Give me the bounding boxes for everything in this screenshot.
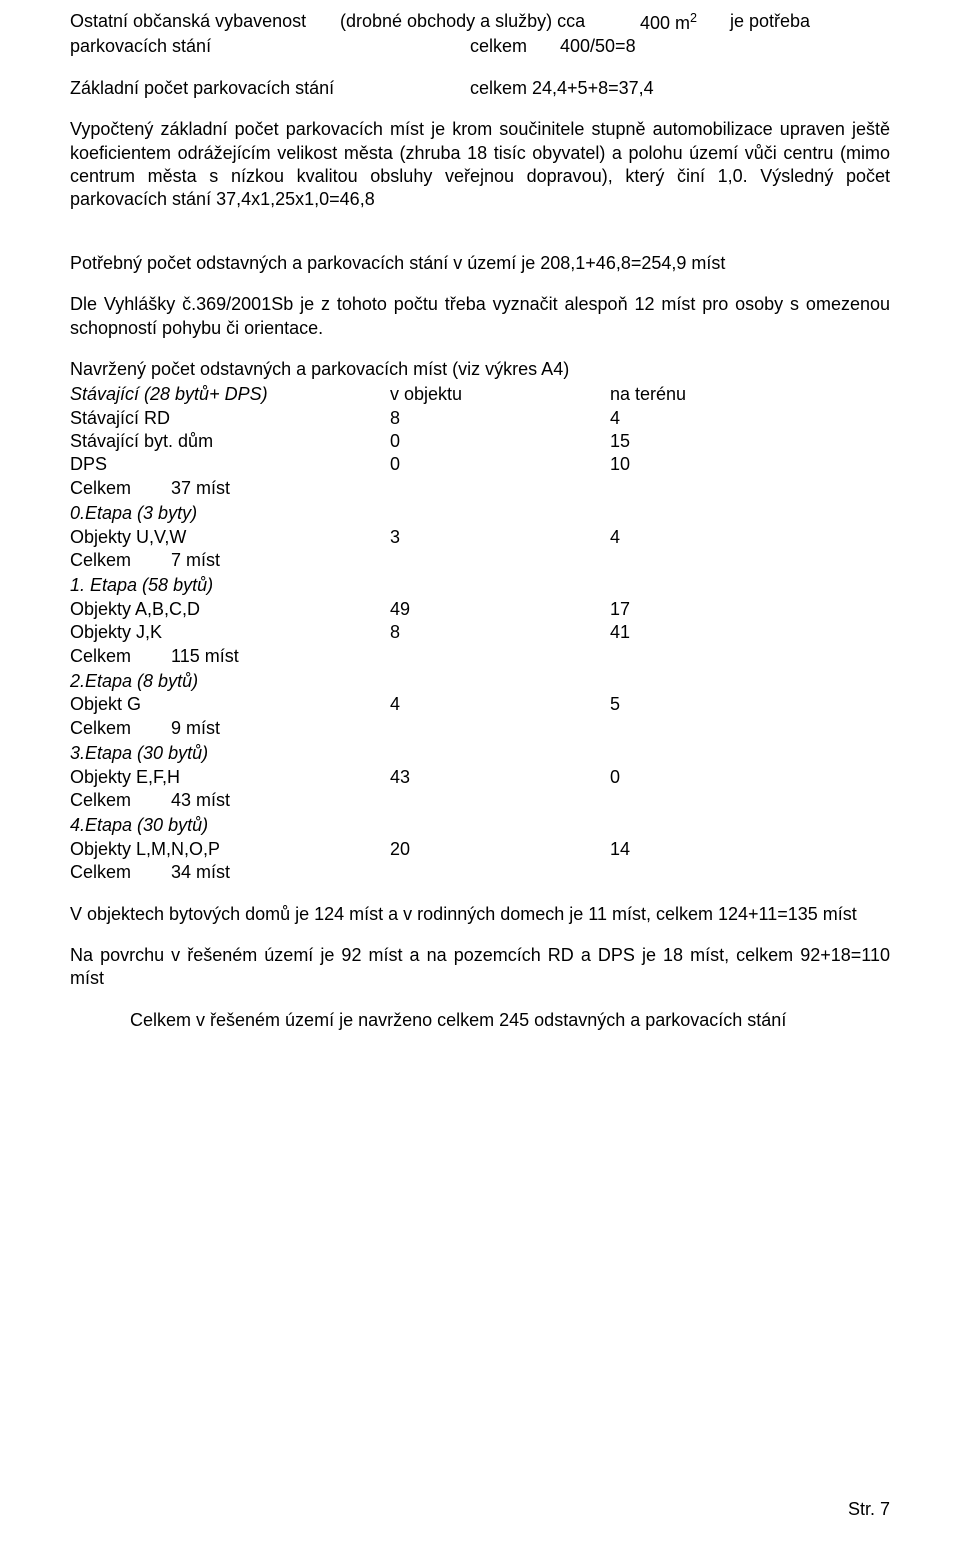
text: 14 bbox=[610, 838, 830, 861]
total-line: Celkem 43 míst bbox=[70, 789, 890, 812]
table-row: Objekty E,F,H 43 0 bbox=[70, 766, 890, 789]
total-line: Celkem 115 míst bbox=[70, 645, 890, 668]
text: 400 m2 bbox=[640, 10, 730, 35]
group-etapa-2: 2.Etapa (8 bytů) Objekt G 4 5 Celkem 9 m… bbox=[70, 670, 890, 740]
group-title: 3.Etapa (30 bytů) bbox=[70, 743, 208, 763]
text: 4 bbox=[610, 526, 830, 549]
group-etapa-1: 1. Etapa (58 bytů) Objekty A,B,C,D 49 17… bbox=[70, 574, 890, 668]
text: Objekt G bbox=[70, 693, 390, 716]
text: 20 bbox=[390, 838, 610, 861]
group-etapa-3: 3.Etapa (30 bytů) Objekty E,F,H 43 0 Cel… bbox=[70, 742, 890, 812]
text: 8 bbox=[390, 407, 610, 430]
text: 4 bbox=[390, 693, 610, 716]
text: Objekty U,V,W bbox=[70, 526, 390, 549]
text: celkem bbox=[470, 35, 560, 58]
text: Objekty L,M,N,O,P bbox=[70, 838, 390, 861]
text: 4 bbox=[610, 407, 830, 430]
group-stavajici: Stávající (28 bytů+ DPS) v objektu na te… bbox=[70, 383, 890, 500]
top-block: Ostatní občanská vybavenost (drobné obch… bbox=[70, 10, 890, 100]
text: 43 bbox=[390, 766, 610, 789]
paragraph-7: Celkem v řešeném území je navrženo celke… bbox=[70, 1009, 890, 1032]
page-footer: Str. 7 bbox=[848, 1498, 890, 1521]
text: 8 bbox=[390, 621, 610, 644]
superscript: 2 bbox=[690, 11, 697, 25]
text: 0 bbox=[390, 430, 610, 453]
text: 49 bbox=[390, 598, 610, 621]
text: 3 bbox=[390, 526, 610, 549]
text: 400 m bbox=[640, 13, 690, 33]
text: 400/50=8 bbox=[560, 35, 636, 58]
text: Stávající RD bbox=[70, 407, 390, 430]
paragraph-5: V objektech bytových domů je 124 míst a … bbox=[70, 903, 890, 926]
text: je potřeba bbox=[730, 10, 810, 35]
paragraph-3: Dle Vyhlášky č.369/2001Sb je z tohoto po… bbox=[70, 293, 890, 340]
top-line-3: Základní počet parkovacích stání celkem … bbox=[70, 77, 890, 100]
table-row: Objekty J,K 8 41 bbox=[70, 621, 890, 644]
text: celkem 24,4+5+8=37,4 bbox=[470, 77, 654, 100]
paragraph-4: Navržený počet odstavných a parkovacích … bbox=[70, 358, 890, 381]
group-etapa-4: 4.Etapa (30 bytů) Objekty L,M,N,O,P 20 1… bbox=[70, 814, 890, 884]
text: Objekty J,K bbox=[70, 621, 390, 644]
table-head-row: Stávající (28 bytů+ DPS) v objektu na te… bbox=[70, 383, 890, 406]
text: parkovacích stání bbox=[70, 35, 470, 58]
text: Základní počet parkovacích stání bbox=[70, 77, 470, 100]
text: Stávající (28 bytů+ DPS) bbox=[70, 384, 268, 404]
paragraph-1: Vypočtený základní počet parkovacích mís… bbox=[70, 118, 890, 212]
text: 17 bbox=[610, 598, 830, 621]
group-etapa-0: 0.Etapa (3 byty) Objekty U,V,W 3 4 Celke… bbox=[70, 502, 890, 572]
text: 0 bbox=[390, 453, 610, 476]
table-row: DPS 0 10 bbox=[70, 453, 890, 476]
text: na terénu bbox=[610, 383, 830, 406]
total-line: Celkem 9 míst bbox=[70, 717, 890, 740]
top-line-2: parkovacích stání celkem 400/50=8 bbox=[70, 35, 890, 58]
text: 10 bbox=[610, 453, 830, 476]
text: Objekty A,B,C,D bbox=[70, 598, 390, 621]
group-title: 1. Etapa (58 bytů) bbox=[70, 575, 213, 595]
group-title: 4.Etapa (30 bytů) bbox=[70, 815, 208, 835]
text: 5 bbox=[610, 693, 830, 716]
table-row: Stávající byt. dům 0 15 bbox=[70, 430, 890, 453]
text: 0 bbox=[610, 766, 830, 789]
table-row: Objekty U,V,W 3 4 bbox=[70, 526, 890, 549]
group-title: 2.Etapa (8 bytů) bbox=[70, 671, 198, 691]
table-row: Stávající RD 8 4 bbox=[70, 407, 890, 430]
text: (drobné obchody a služby) cca bbox=[340, 10, 640, 35]
table-row: Objekty A,B,C,D 49 17 bbox=[70, 598, 890, 621]
text: 15 bbox=[610, 430, 830, 453]
table-row: Objekty L,M,N,O,P 20 14 bbox=[70, 838, 890, 861]
text: DPS bbox=[70, 453, 390, 476]
text: Stávající byt. dům bbox=[70, 430, 390, 453]
text: v objektu bbox=[390, 383, 610, 406]
table-row: Objekt G 4 5 bbox=[70, 693, 890, 716]
paragraph-6: Na povrchu v řešeném území je 92 míst a … bbox=[70, 944, 890, 991]
total-line: Celkem 7 míst bbox=[70, 549, 890, 572]
total-line: Celkem 37 míst bbox=[70, 477, 890, 500]
text: Objekty E,F,H bbox=[70, 766, 390, 789]
document-page: Ostatní občanská vybavenost (drobné obch… bbox=[0, 0, 960, 1541]
paragraph-2: Potřebný počet odstavných a parkovacích … bbox=[70, 252, 890, 275]
text: 41 bbox=[610, 621, 830, 644]
total-line: Celkem 34 míst bbox=[70, 861, 890, 884]
top-line-1: Ostatní občanská vybavenost (drobné obch… bbox=[70, 10, 890, 35]
group-title: 0.Etapa (3 byty) bbox=[70, 503, 197, 523]
text: Ostatní občanská vybavenost bbox=[70, 10, 340, 35]
